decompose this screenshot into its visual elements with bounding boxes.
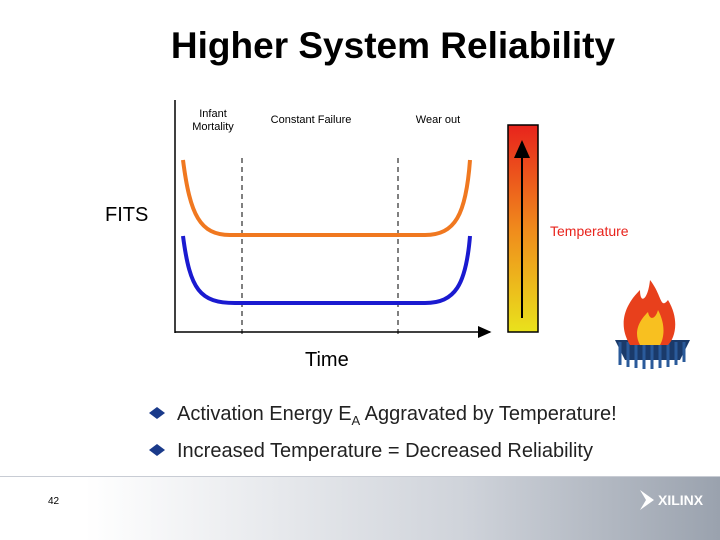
phase-label: Infant bbox=[199, 108, 227, 120]
page-number: 42 bbox=[48, 496, 60, 507]
bullet-marker bbox=[149, 444, 165, 456]
y-label: FITS bbox=[105, 204, 148, 226]
logo: XILINX bbox=[658, 492, 704, 508]
phase-label: Wear out bbox=[416, 114, 460, 126]
bullet-text: Activation Energy EA Aggravated by Tempe… bbox=[177, 403, 617, 428]
footer-rule bbox=[0, 476, 720, 477]
orange-curve bbox=[181, 159, 472, 237]
bullet-text: Increased Temperature = Decreased Reliab… bbox=[177, 440, 593, 462]
blue-curve bbox=[181, 235, 472, 305]
footer-band bbox=[85, 476, 720, 540]
x-label: Time bbox=[305, 349, 349, 371]
logo-mark bbox=[640, 490, 654, 510]
phase-label: Mortality bbox=[192, 121, 234, 133]
title: Higher System Reliability bbox=[171, 25, 616, 66]
phase-label: Constant Failure bbox=[271, 114, 352, 126]
temperature-label: Temperature bbox=[550, 223, 629, 239]
fire-icon bbox=[615, 280, 690, 369]
bullet-marker bbox=[149, 407, 165, 419]
